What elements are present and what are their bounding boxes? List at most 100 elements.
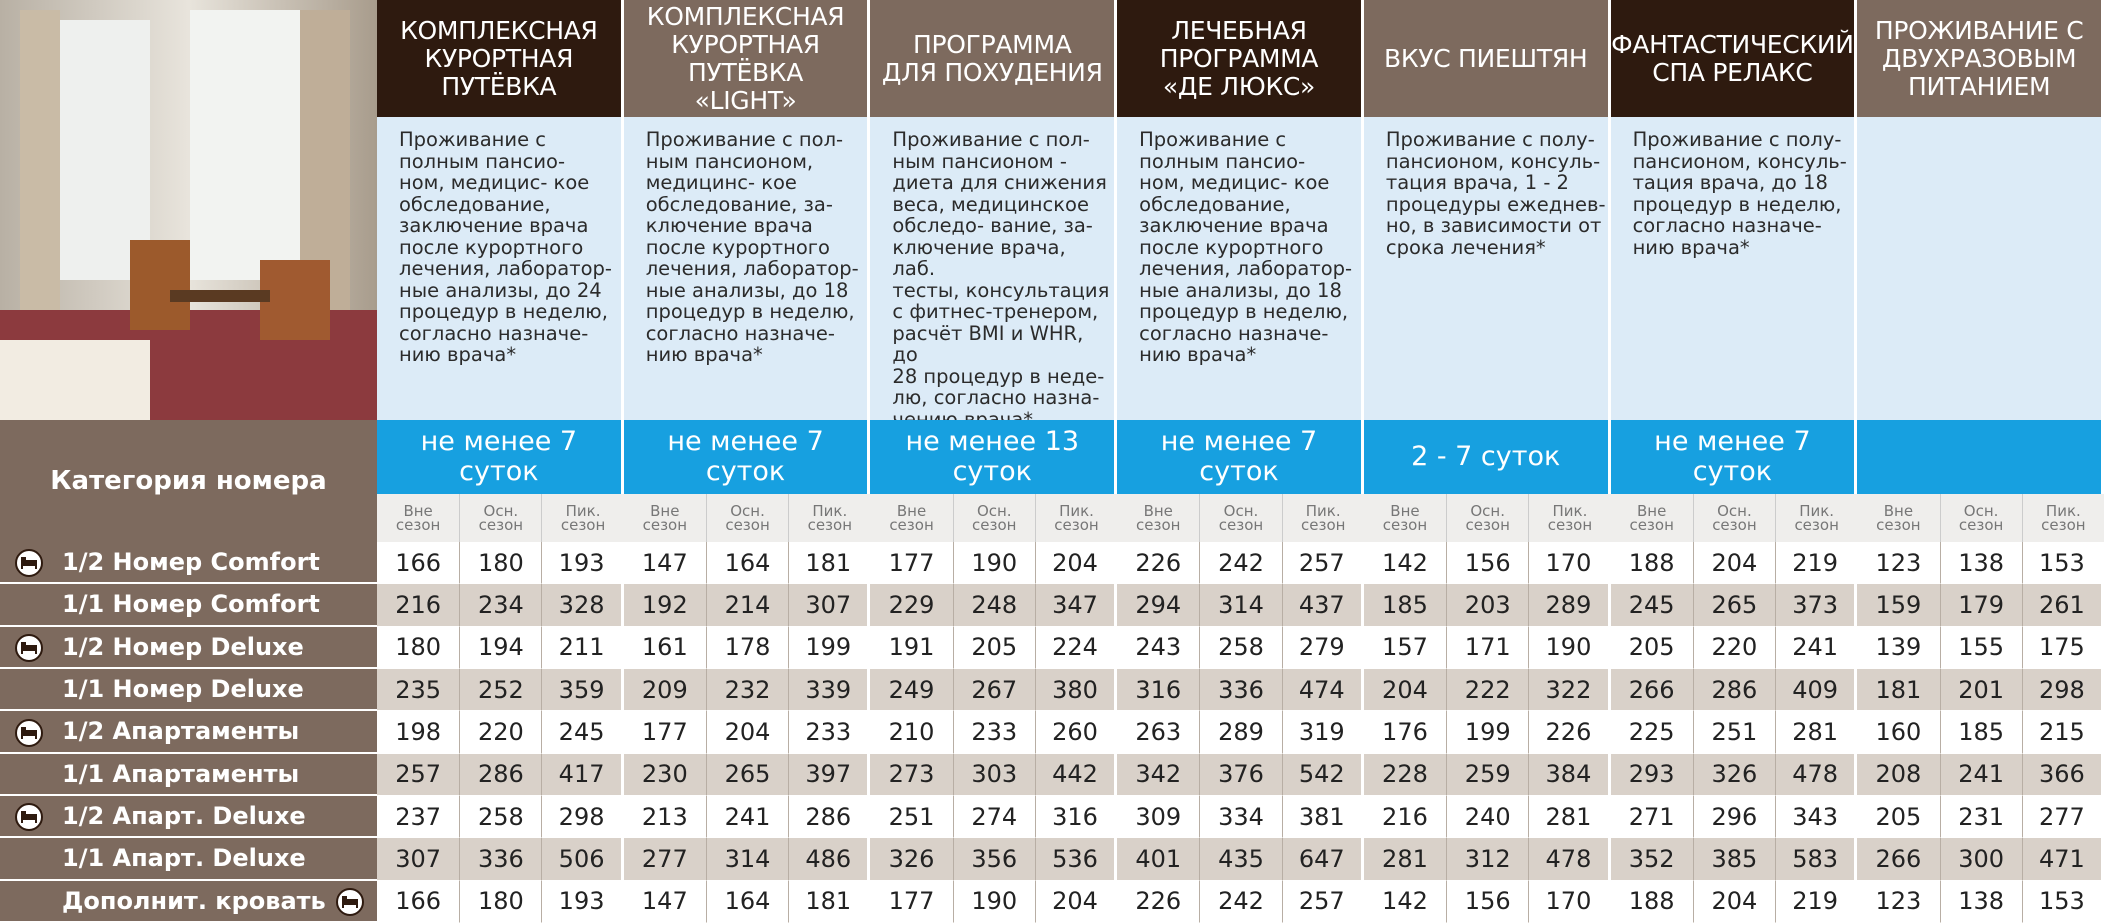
season-label: Осн. сезон: [1692, 494, 1776, 542]
price-cell: 164: [705, 542, 789, 585]
bed-icon: [15, 633, 43, 662]
season-label: Осн. сезон: [1446, 494, 1529, 542]
season-label: Вне сезон: [1363, 494, 1447, 542]
price-cell: 178: [705, 626, 789, 669]
program-description: Проживание с пол- ным пансионом, медицин…: [623, 117, 868, 420]
price-cell: 231: [1939, 796, 2022, 839]
price-cell: 248: [952, 584, 1035, 627]
program-description: Проживание с пол- ным пансионом - диета …: [870, 117, 1115, 430]
price-cell: 180: [459, 880, 542, 923]
price-cell: 181: [788, 880, 868, 923]
price-cell: 296: [1692, 796, 1776, 839]
program-duration: 2 - 7 суток: [1363, 420, 1608, 494]
price-cell: 241: [1775, 626, 1855, 669]
price-cell: 356: [952, 838, 1035, 881]
price-cell: 142: [1363, 542, 1447, 585]
price-cell: 312: [1446, 838, 1529, 881]
price-cell: 542: [1281, 753, 1361, 796]
price-cell: 385: [1692, 838, 1776, 881]
bed-icon: [15, 549, 43, 578]
price-cell: 380: [1034, 669, 1115, 712]
price-cell: 265: [705, 753, 789, 796]
price-cell: 258: [1199, 626, 1282, 669]
season-label: Пик. сезон: [1775, 494, 1858, 542]
bed-icon: [336, 887, 364, 916]
price-cell: 289: [1528, 584, 1608, 627]
price-cell: 220: [459, 711, 542, 754]
price-cell: 381: [1281, 796, 1361, 839]
price-cell: 281: [1775, 711, 1855, 754]
price-cell: 233: [788, 711, 868, 754]
price-cell: 204: [1363, 669, 1447, 712]
price-cell: 123: [1857, 880, 1940, 923]
price-cell: 417: [541, 753, 621, 796]
program-duration: не менее 7 суток: [1610, 420, 1855, 494]
price-cell: 139: [1857, 626, 1940, 669]
price-cell: 266: [1857, 838, 1940, 881]
price-cell: 647: [1281, 838, 1361, 881]
price-cell: 401: [1117, 838, 1200, 881]
price-cell: 471: [2021, 838, 2101, 881]
price-cell: 224: [1034, 626, 1115, 669]
price-cell: 343: [1775, 796, 1855, 839]
price-cell: 157: [1363, 626, 1447, 669]
row-label: 1/1 Номер Comfort: [0, 584, 377, 626]
price-cell: 300: [1939, 838, 2022, 881]
price-cell: 536: [1034, 838, 1115, 881]
price-cell: 251: [1692, 711, 1776, 754]
price-cell: 241: [705, 796, 789, 839]
season-label: Вне сезон: [1117, 494, 1200, 542]
price-cell: 166: [377, 542, 460, 585]
season-label: Осн. сезон: [459, 494, 542, 542]
price-cell: 156: [1446, 542, 1529, 585]
price-cell: 147: [623, 880, 706, 923]
price-cell: 314: [705, 838, 789, 881]
price-cell: 265: [1692, 584, 1776, 627]
season-label: Пик. сезон: [2021, 494, 2104, 542]
price-cell: 193: [541, 542, 621, 585]
program-duration: не менее 7 суток: [1117, 420, 1361, 494]
price-cell: 373: [1775, 584, 1855, 627]
season-label: Пик. сезон: [1528, 494, 1611, 542]
price-cell: 194: [459, 626, 542, 669]
price-cell: 279: [1281, 626, 1361, 669]
price-cell: 384: [1528, 753, 1608, 796]
price-cell: 205: [952, 626, 1035, 669]
program-title: КОМПЛЕКСНАЯ КУРОРТНАЯ ПУТЁВКА «LIGHT»: [623, 0, 868, 117]
season-label: Осн. сезон: [705, 494, 789, 542]
price-cell: 209: [623, 669, 706, 712]
season-label: Пик. сезон: [1281, 494, 1364, 542]
price-cell: 230: [623, 753, 706, 796]
price-cell: 175: [2021, 626, 2101, 669]
price-cell: 251: [870, 796, 953, 839]
price-cell: 347: [1034, 584, 1115, 627]
season-label: Осн. сезон: [1199, 494, 1282, 542]
program-title: КОМПЛЕКСНАЯ КУРОРТНАЯ ПУТЁВКА: [377, 0, 621, 117]
row-label: 1/2 Номер Deluxe: [0, 626, 377, 668]
price-cell: 216: [1363, 796, 1447, 839]
price-cell: 138: [1939, 880, 2022, 923]
price-cell: 409: [1775, 669, 1855, 712]
price-cell: 228: [1363, 753, 1447, 796]
price-cell: 273: [870, 753, 953, 796]
bed-icon: [15, 718, 43, 747]
row-label: 1/1 Апартаменты: [0, 753, 377, 795]
price-cell: 241: [1939, 753, 2022, 796]
price-cell: 437: [1281, 584, 1361, 627]
price-cell: 277: [2021, 796, 2101, 839]
category-header: Категория номера: [0, 420, 377, 542]
price-cell: 181: [1857, 669, 1940, 712]
price-cell: 203: [1446, 584, 1529, 627]
price-cell: 123: [1857, 542, 1940, 585]
price-cell: 243: [1117, 626, 1200, 669]
price-cell: 213: [623, 796, 706, 839]
price-cell: 242: [1199, 880, 1282, 923]
price-cell: 198: [377, 711, 460, 754]
program-duration: [1857, 420, 2101, 494]
price-cell: 316: [1034, 796, 1115, 839]
price-cell: 319: [1281, 711, 1361, 754]
price-cell: 232: [705, 669, 789, 712]
price-cell: 242: [1199, 542, 1282, 585]
price-cell: 170: [1528, 542, 1608, 585]
price-cell: 289: [1199, 711, 1282, 754]
